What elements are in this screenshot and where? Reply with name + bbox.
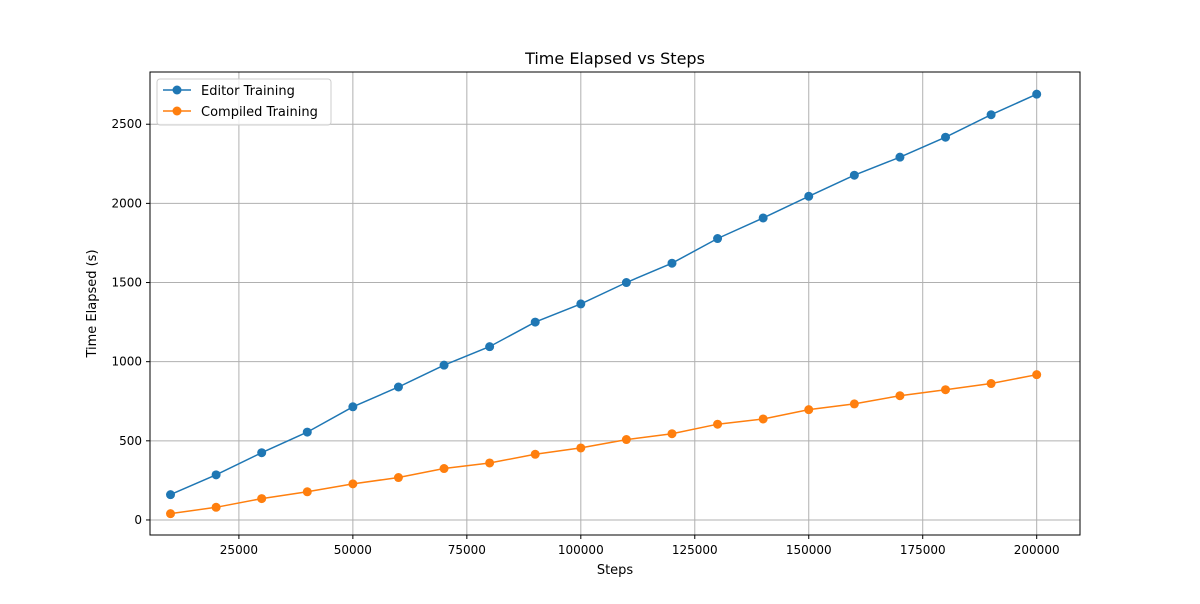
data-point-compiled-training [895, 391, 905, 401]
data-point-compiled-training [302, 487, 312, 497]
data-point-compiled-training [849, 399, 859, 409]
data-point-compiled-training [713, 419, 723, 429]
data-point-compiled-training [257, 494, 267, 504]
data-point-editor-training [895, 152, 905, 162]
data-point-editor-training [576, 299, 586, 309]
data-point-editor-training [302, 427, 312, 437]
x-tick-label: 100000 [558, 543, 604, 557]
data-point-compiled-training [530, 449, 540, 459]
y-tick-label: 500 [119, 434, 142, 448]
data-point-editor-training [667, 258, 677, 268]
data-point-compiled-training [393, 473, 403, 483]
data-point-compiled-training [211, 502, 221, 512]
y-tick-label: 0 [134, 513, 142, 527]
y-tick-label: 1000 [111, 355, 142, 369]
data-point-compiled-training [621, 435, 631, 445]
data-point-editor-training [941, 132, 951, 142]
legend-label-compiled-training: Compiled Training [201, 105, 318, 120]
x-tick-label: 50000 [334, 543, 372, 557]
x-tick-label: 125000 [672, 543, 718, 557]
series-layer [166, 89, 1042, 519]
data-point-compiled-training [986, 379, 996, 389]
x-tick-label: 75000 [448, 543, 486, 557]
axis-ticks: 25000 50000 75000 100000 125000 150000 175000 2… [111, 117, 1059, 557]
legend-box [156, 78, 332, 126]
data-point-compiled-training [758, 414, 768, 424]
data-point-editor-training [713, 234, 723, 244]
chart-title: Time Elapsed vs Steps [524, 49, 705, 68]
x-tick-label: 25000 [220, 543, 258, 557]
data-point-editor-training [439, 360, 449, 370]
data-point-editor-training [257, 448, 267, 458]
data-point-editor-training [166, 490, 176, 500]
data-point-editor-training [211, 470, 221, 480]
series-line-editor-training [170, 93, 1038, 496]
data-point-compiled-training [348, 479, 358, 489]
data-point-compiled-training [667, 429, 677, 439]
data-point-compiled-training [804, 405, 814, 415]
y-axis-label: Time Elapsed (s) [85, 249, 100, 358]
data-point-compiled-training [1032, 370, 1042, 380]
data-point-editor-training [849, 170, 859, 180]
data-point-editor-training [986, 110, 996, 120]
y-tick-label: 2000 [111, 196, 142, 210]
x-tick-label: 150000 [786, 543, 832, 557]
legend: Editor Training Compiled Training [156, 78, 332, 126]
data-point-editor-training [485, 342, 495, 352]
data-point-compiled-training [439, 464, 449, 474]
data-point-editor-training [530, 317, 540, 327]
x-tick-label: 200000 [1014, 543, 1060, 557]
plot-frame [149, 71, 1081, 536]
data-point-editor-training [758, 213, 768, 223]
data-point-editor-training [621, 278, 631, 288]
legend-label-editor-training: Editor Training [201, 84, 295, 99]
data-point-editor-training [348, 402, 358, 412]
data-point-compiled-training [576, 443, 586, 453]
grid-lines [150, 72, 1080, 535]
legend-marker-editor-training [172, 85, 182, 95]
series-line-compiled-training [170, 373, 1037, 515]
y-tick-label: 1500 [111, 276, 142, 290]
data-point-editor-training [393, 382, 403, 392]
data-point-compiled-training [166, 509, 176, 519]
y-tick-label: 2500 [111, 117, 142, 131]
x-axis-label: Steps [597, 563, 634, 578]
data-point-editor-training [804, 191, 814, 201]
data-point-compiled-training [941, 385, 951, 395]
x-tick-label: 175000 [900, 543, 946, 557]
data-point-editor-training [1032, 89, 1042, 99]
legend-marker-compiled-training [172, 106, 182, 116]
data-point-compiled-training [485, 458, 495, 468]
